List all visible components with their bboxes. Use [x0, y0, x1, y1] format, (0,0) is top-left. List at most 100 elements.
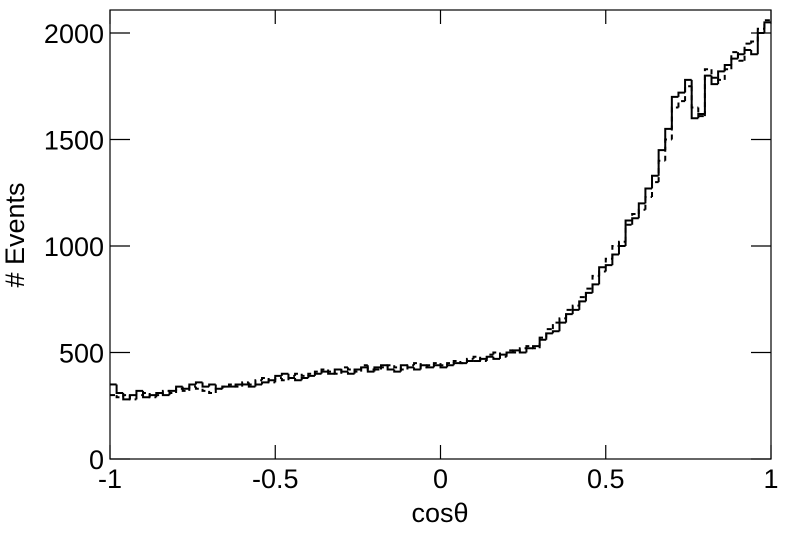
histogram-step: [208, 383, 216, 387]
histogram-step: [512, 350, 520, 354]
histogram-step: [161, 389, 170, 396]
histogram-step: [465, 357, 474, 364]
histogram-step: [413, 362, 421, 366]
histogram-step: [261, 377, 269, 381]
histogram-step: [287, 374, 296, 381]
histogram-step: [399, 367, 408, 371]
histogram-step: [360, 364, 368, 372]
y-tick-label: 0: [89, 445, 104, 475]
histogram-step: [670, 106, 679, 140]
histogram-step: [333, 371, 342, 375]
histogram-step: [703, 68, 712, 117]
histogram-step: [380, 366, 388, 370]
histogram-step: [280, 378, 289, 382]
histogram-step: [148, 392, 157, 399]
histogram-step: [498, 352, 507, 358]
histogram-step: [254, 383, 263, 387]
histogram-step: [571, 308, 580, 315]
histogram-step: [730, 51, 738, 70]
histogram-step: [710, 75, 719, 86]
histogram-step: [631, 213, 639, 225]
histogram-step: [518, 347, 527, 353]
histogram-step: [194, 381, 203, 385]
histogram-step: [717, 77, 725, 81]
histogram-step: [261, 381, 269, 385]
histogram-step: [135, 394, 144, 400]
histogram-step: [300, 377, 309, 381]
histogram-step: [135, 389, 144, 396]
histogram-step: [267, 378, 276, 384]
histogram-step: [426, 364, 434, 368]
histogram-step: [578, 296, 586, 306]
histogram-step: [604, 257, 613, 272]
x-axis-label: cosθ: [411, 498, 468, 528]
histogram-step: [664, 127, 672, 151]
histogram-step: [763, 19, 771, 29]
histogram-step: [432, 364, 441, 368]
histogram-step: [208, 390, 216, 394]
histogram-step: [115, 384, 124, 394]
y-tick-label: 1000: [44, 232, 104, 262]
x-tick-label: -0.5: [252, 464, 299, 494]
histogram-step: [393, 369, 401, 373]
histogram-step: [743, 42, 752, 61]
histogram-step: [598, 266, 606, 285]
histogram-step: [525, 345, 534, 349]
histogram-step: [122, 394, 130, 398]
histogram-step: [353, 369, 362, 373]
histogram-step: [723, 68, 732, 80]
histogram-step: [254, 379, 263, 385]
histogram-step: [214, 387, 223, 393]
histogram-step: [446, 364, 454, 368]
histogram-step: [406, 364, 415, 370]
histogram-step: [756, 27, 765, 42]
histogram-step: [532, 346, 540, 350]
histogram-step: [439, 363, 448, 367]
histogram-step: [234, 384, 243, 388]
histogram-step: [201, 388, 210, 392]
histogram-step: [677, 100, 686, 108]
histogram-step: [750, 50, 758, 56]
histogram-step: [591, 274, 600, 289]
histogram-step: [617, 245, 626, 255]
histogram-step: [538, 336, 547, 349]
histogram-step: [128, 395, 137, 401]
histogram-step: [651, 181, 659, 198]
histogram-step: [657, 149, 666, 176]
histogram-step: [459, 361, 467, 365]
histogram-step: [617, 240, 626, 247]
histogram-step: [670, 95, 679, 129]
histogram-step: [452, 362, 461, 366]
histogram-step: [644, 196, 653, 210]
histogram-step: [571, 304, 580, 310]
histogram-step: [551, 321, 560, 330]
histogram-step: [227, 383, 236, 387]
histogram-step: [624, 223, 633, 242]
y-axis-label: # Events: [0, 182, 30, 287]
histogram-step: [452, 360, 461, 364]
histogram-step: [320, 368, 329, 372]
y-tick-label: 500: [59, 339, 104, 369]
histogram-step: [479, 356, 487, 363]
histogram-step: [175, 387, 183, 393]
histogram-step: [201, 382, 210, 388]
histogram-step: [558, 317, 567, 323]
histogram-step: [280, 372, 289, 376]
histogram-step: [300, 373, 309, 377]
histogram-step: [664, 138, 672, 161]
histogram-step: [221, 385, 229, 389]
histogram-step: [505, 349, 514, 357]
histogram-step: [697, 107, 705, 118]
histogram-step: [340, 366, 348, 374]
histogram-step: [611, 245, 619, 259]
x-tick-label: -1: [98, 464, 122, 494]
histogram-step: [690, 86, 699, 109]
histogram-step: [413, 367, 421, 371]
histogram-step: [492, 356, 500, 360]
histogram-step: [294, 372, 302, 376]
histogram-step: [432, 362, 441, 366]
histogram-step: [327, 369, 335, 373]
y-tick-label: 2000: [44, 19, 104, 49]
x-tick-label: 1: [763, 464, 778, 494]
histogram-step: [366, 365, 375, 371]
